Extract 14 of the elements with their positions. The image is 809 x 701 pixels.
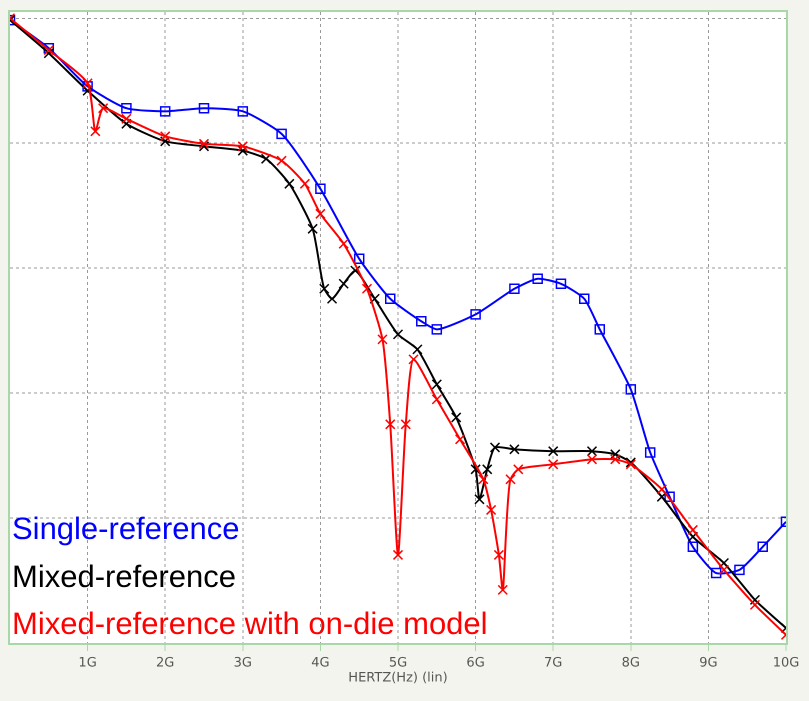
x-tick-label: 1G [78,656,97,671]
x-tick-label: 8G [622,656,640,671]
x-tick-label: 3G [234,656,252,671]
text: Single-reference [12,511,240,546]
x-tick-label: 4G [311,656,330,671]
x-tick-label: 10G [772,656,800,671]
x-tick-label: 9G [699,656,718,671]
x-axis-title: HERTZ(Hz) (lin) [348,670,448,686]
x-tick-label: 7G [544,656,562,671]
text: Mixed-reference [12,559,236,594]
x-tick-label: 6G [466,656,485,671]
series-label: Mixed-reference with on-die model [12,606,488,641]
x-tick-label: 2G [156,656,174,671]
x-tick-label: 5G [388,656,408,671]
